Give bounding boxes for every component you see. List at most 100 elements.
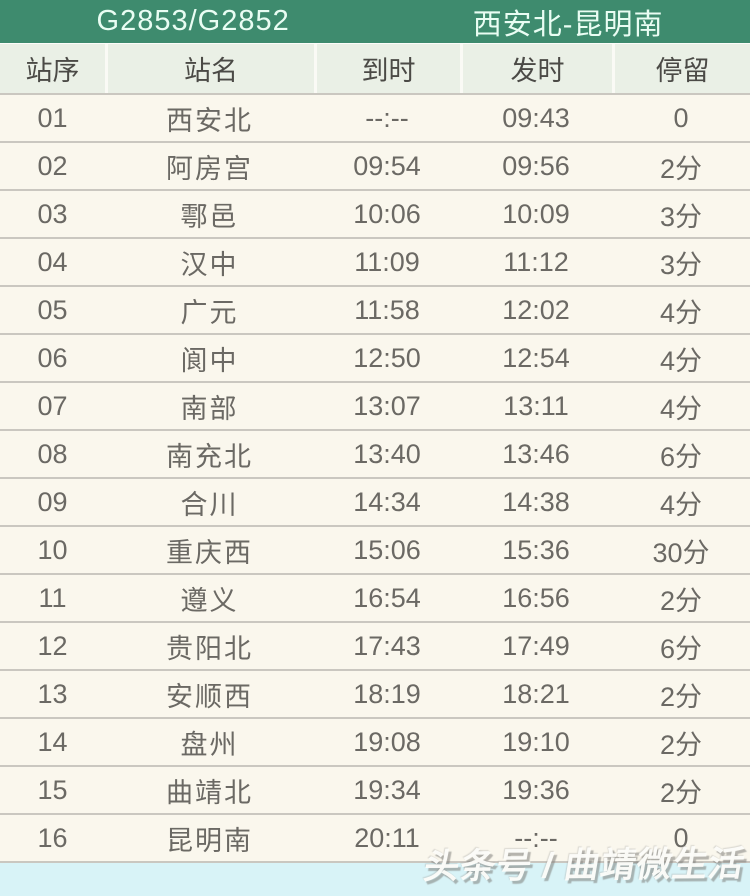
table-row: 03 鄠邑 10:06 10:09 3分 bbox=[0, 191, 750, 239]
cell-departure: 14:38 bbox=[502, 486, 570, 517]
cell-stop: 4分 bbox=[659, 297, 703, 328]
column-header-arrival: 到时 bbox=[314, 44, 460, 93]
cell-station: 南充北 bbox=[166, 441, 253, 472]
cell-seq: 12 bbox=[37, 630, 68, 661]
cell-seq: 06 bbox=[37, 342, 68, 373]
cell-departure: 17:49 bbox=[502, 630, 570, 661]
train-number: G2853/G2852 bbox=[96, 5, 290, 37]
cell-seq: 14 bbox=[37, 726, 68, 757]
cell-station: 盘州 bbox=[180, 729, 239, 760]
cell-stop: 2分 bbox=[659, 681, 703, 712]
cell-seq: 13 bbox=[37, 678, 68, 709]
cell-station: 南部 bbox=[180, 393, 239, 424]
cell-departure: 19:36 bbox=[502, 774, 570, 805]
column-header-station: 站名 bbox=[105, 44, 314, 93]
cell-seq: 07 bbox=[37, 390, 68, 421]
cell-arrival: 12:50 bbox=[353, 342, 421, 373]
cell-departure: 12:02 bbox=[502, 294, 570, 325]
cell-station: 西安北 bbox=[166, 105, 253, 136]
cell-departure: 09:43 bbox=[502, 102, 570, 133]
cell-stop: 4分 bbox=[659, 393, 703, 424]
cell-departure: 12:54 bbox=[502, 342, 570, 373]
cell-departure: 16:56 bbox=[502, 582, 570, 613]
cell-arrival: 10:06 bbox=[353, 198, 421, 229]
cell-arrival: 16:54 bbox=[353, 582, 421, 613]
table-row: 15 曲靖北 19:34 19:36 2分 bbox=[0, 767, 750, 815]
cell-departure: 09:56 bbox=[502, 150, 570, 181]
cell-seq: 01 bbox=[37, 102, 68, 133]
table-row: 09 合川 14:34 14:38 4分 bbox=[0, 479, 750, 527]
cell-departure: --:-- bbox=[514, 822, 558, 853]
cell-station: 遵义 bbox=[180, 585, 239, 616]
cell-arrival: 14:34 bbox=[353, 486, 421, 517]
cell-seq: 15 bbox=[37, 774, 68, 805]
cell-departure: 19:10 bbox=[502, 726, 570, 757]
cell-station: 阆中 bbox=[180, 345, 239, 376]
cell-station: 汉中 bbox=[180, 249, 239, 280]
cell-arrival: 09:54 bbox=[353, 150, 421, 181]
table-row: 06 阆中 12:50 12:54 4分 bbox=[0, 335, 750, 383]
cell-stop: 2分 bbox=[659, 729, 703, 760]
cell-arrival: 18:19 bbox=[353, 678, 421, 709]
cell-seq: 10 bbox=[37, 534, 68, 565]
bottom-band bbox=[0, 863, 750, 896]
cell-seq: 08 bbox=[37, 438, 68, 469]
cell-arrival: 11:09 bbox=[354, 246, 420, 277]
table-row: 12 贵阳北 17:43 17:49 6分 bbox=[0, 623, 750, 671]
cell-stop: 3分 bbox=[659, 249, 703, 280]
cell-station: 阿房宫 bbox=[166, 153, 253, 184]
cell-departure: 15:36 bbox=[502, 534, 570, 565]
cell-departure: 13:11 bbox=[503, 390, 569, 421]
cell-stop: 2分 bbox=[659, 153, 703, 184]
table-row: 08 南充北 13:40 13:46 6分 bbox=[0, 431, 750, 479]
cell-seq: 03 bbox=[37, 198, 68, 229]
cell-seq: 09 bbox=[37, 486, 68, 517]
cell-seq: 04 bbox=[37, 246, 68, 277]
cell-departure: 18:21 bbox=[502, 678, 570, 709]
cell-stop: 2分 bbox=[659, 777, 703, 808]
timetable-body: 01 西安北 --:-- 09:43 0 02 阿房宫 09:54 09:56 … bbox=[0, 93, 750, 863]
cell-station: 曲靖北 bbox=[166, 777, 253, 808]
cell-arrival: 17:43 bbox=[353, 630, 421, 661]
cell-stop: 4分 bbox=[659, 345, 703, 376]
table-row: 07 南部 13:07 13:11 4分 bbox=[0, 383, 750, 431]
cell-station: 广元 bbox=[180, 297, 239, 328]
cell-station: 合川 bbox=[180, 489, 239, 520]
cell-stop: 2分 bbox=[659, 585, 703, 616]
column-header-row: 站序 站名 到时 发时 停留 bbox=[0, 43, 750, 93]
cell-stop: 0 bbox=[673, 102, 689, 133]
column-header-seq: 站序 bbox=[25, 56, 80, 86]
cell-station: 重庆西 bbox=[166, 537, 253, 568]
cell-arrival: 13:40 bbox=[353, 438, 421, 469]
cell-arrival: 19:08 bbox=[353, 726, 421, 757]
cell-station: 贵阳北 bbox=[166, 633, 253, 664]
cell-arrival: --:-- bbox=[365, 102, 409, 133]
cell-stop: 30分 bbox=[652, 537, 710, 568]
cell-stop: 6分 bbox=[659, 633, 703, 664]
cell-stop: 0 bbox=[673, 822, 689, 853]
cell-arrival: 13:07 bbox=[353, 390, 421, 421]
table-row: 05 广元 11:58 12:02 4分 bbox=[0, 287, 750, 335]
table-row: 14 盘州 19:08 19:10 2分 bbox=[0, 719, 750, 767]
table-row: 16 昆明南 20:11 --:-- 0 bbox=[0, 815, 750, 863]
cell-arrival: 11:58 bbox=[354, 294, 420, 325]
cell-departure: 13:46 bbox=[502, 438, 570, 469]
cell-departure: 10:09 bbox=[502, 198, 570, 229]
cell-stop: 4分 bbox=[659, 489, 703, 520]
cell-station: 安顺西 bbox=[166, 681, 253, 712]
cell-arrival: 20:11 bbox=[354, 822, 420, 853]
cell-arrival: 19:34 bbox=[353, 774, 421, 805]
table-row: 11 遵义 16:54 16:56 2分 bbox=[0, 575, 750, 623]
topbar: G2853/G2852 西安北-昆明南 bbox=[0, 0, 750, 43]
route-title: 西安北-昆明南 bbox=[472, 8, 664, 41]
cell-station: 昆明南 bbox=[166, 825, 253, 856]
cell-seq: 05 bbox=[37, 294, 68, 325]
table-row: 02 阿房宫 09:54 09:56 2分 bbox=[0, 143, 750, 191]
cell-stop: 3分 bbox=[659, 201, 703, 232]
column-header-departure: 发时 bbox=[460, 44, 612, 93]
table-row: 13 安顺西 18:19 18:21 2分 bbox=[0, 671, 750, 719]
table-row: 01 西安北 --:-- 09:43 0 bbox=[0, 95, 750, 143]
cell-station: 鄠邑 bbox=[180, 201, 239, 232]
column-header-stop: 停留 bbox=[612, 44, 750, 93]
